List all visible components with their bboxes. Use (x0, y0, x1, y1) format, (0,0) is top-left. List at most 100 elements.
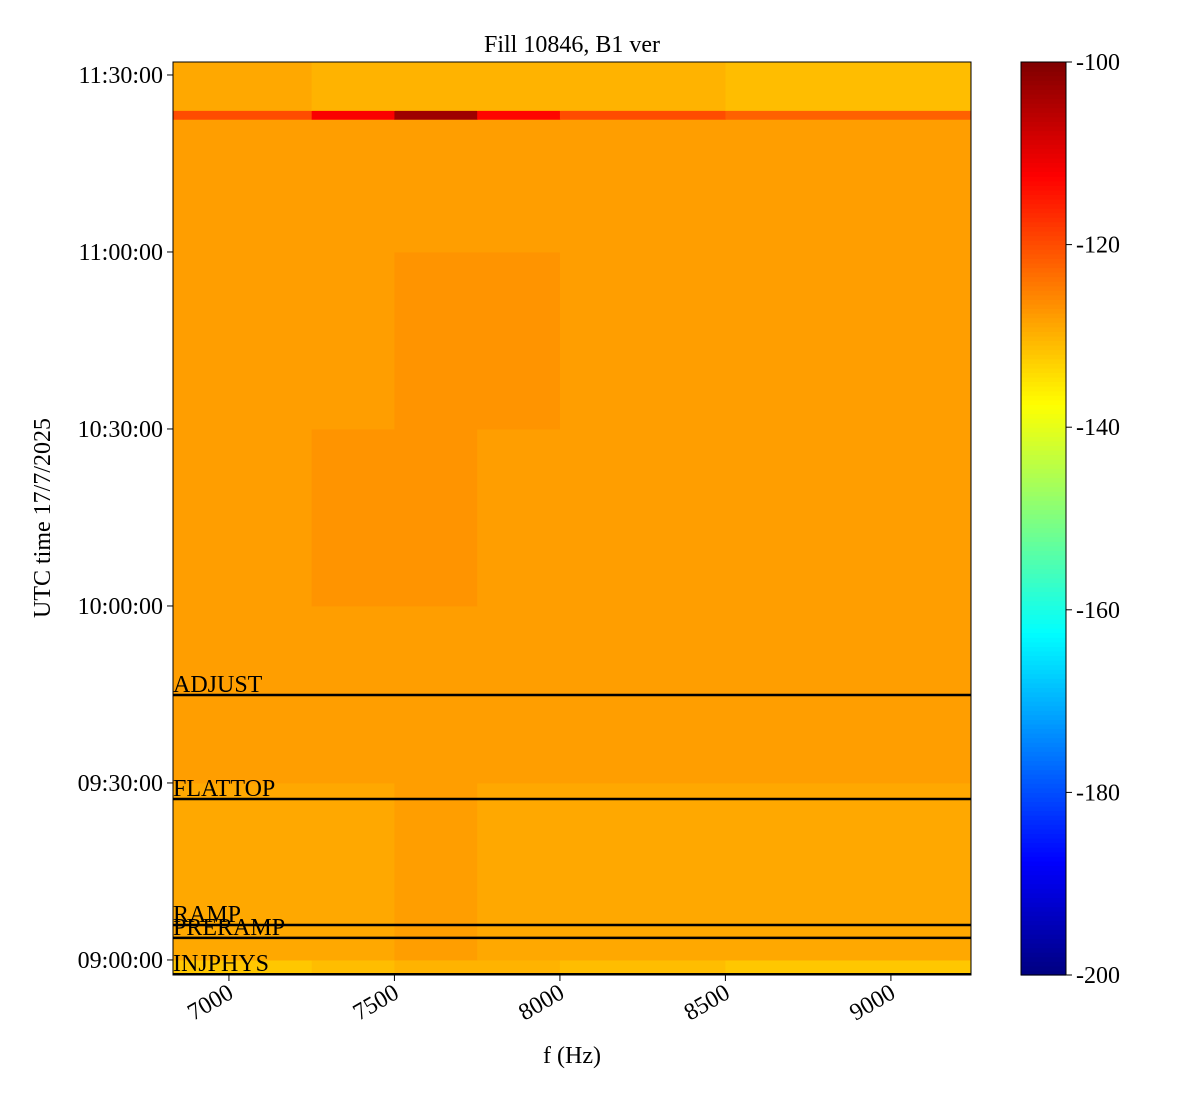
chart-title: Fill 10846, B1 ver (484, 32, 660, 58)
colorbar-swatch (1021, 240, 1066, 246)
colorbar-swatch (1021, 806, 1066, 812)
colorbar-swatch (1021, 965, 1066, 972)
colorbar-swatch (1021, 440, 1066, 447)
heatmap-cell (559, 251, 726, 430)
heatmap-cell (311, 62, 395, 111)
colorbar-swatch (1021, 577, 1066, 584)
colorbar-swatch (1021, 892, 1066, 898)
colorbar-swatch (1021, 166, 1066, 173)
heatmap-cell (559, 110, 726, 120)
colorbar-swatch (1021, 924, 1066, 930)
colorbar-swatch (1021, 545, 1066, 552)
colorbar-swatch (1021, 541, 1066, 547)
colorbar-swatch (1021, 103, 1066, 109)
colorbar-swatch (1021, 413, 1066, 419)
colorbar-swatch (1021, 84, 1066, 90)
colorbar-swatch (1021, 824, 1066, 830)
colorbar-swatch (1021, 180, 1066, 186)
colorbar-swatch (1021, 267, 1066, 273)
annotation-label: FLATTOP (173, 776, 275, 802)
colorbar-swatch (1021, 920, 1066, 926)
colorbar-swatch (1021, 262, 1066, 269)
colorbar-swatch (1021, 331, 1066, 337)
heatmap-cell (559, 119, 726, 253)
colorbar-swatch (1021, 970, 1066, 976)
colorbar-swatch (1021, 418, 1066, 424)
heatmap-cell (173, 62, 313, 111)
heatmap-cell (477, 959, 561, 976)
colorbar-swatch (1021, 879, 1066, 885)
colorbar-swatch (1021, 632, 1066, 638)
colorbar-swatch (1021, 62, 1066, 68)
colorbar-swatch (1021, 431, 1066, 437)
colorbar-swatch (1021, 536, 1066, 542)
colorbar-swatch (1021, 929, 1066, 935)
heatmap-cell (311, 428, 395, 607)
colorbar-tick-label: -160 (1076, 598, 1120, 624)
heatmap-cell (394, 62, 478, 111)
colorbar-swatch (1021, 340, 1066, 346)
colorbar-swatch (1021, 463, 1066, 469)
annotation-label: ADJUST (173, 672, 263, 698)
colorbar-swatch (1021, 774, 1066, 780)
y-tick-label: 09:00:00 (78, 948, 163, 974)
colorbar-swatch (1021, 153, 1066, 159)
colorbar-tick-label: -200 (1076, 963, 1120, 989)
colorbar-swatch (1021, 363, 1066, 369)
colorbar-swatch (1021, 235, 1066, 241)
colorbar-swatch (1021, 678, 1066, 684)
colorbar-swatch (1021, 765, 1066, 771)
heatmap-cell (725, 251, 972, 430)
heatmap-cell (394, 959, 478, 976)
heatmap-cell (725, 428, 972, 607)
colorbar-swatch (1021, 80, 1066, 86)
colorbar-swatch (1021, 495, 1066, 501)
colorbar-swatch (1021, 637, 1066, 643)
heatmap-cell (477, 62, 561, 111)
heatmap-cell (173, 782, 313, 961)
colorbar-swatch (1021, 203, 1066, 209)
colorbar-swatch (1021, 399, 1066, 405)
x-tick-label: 8500 (680, 980, 735, 1027)
heatmap-cell (173, 251, 313, 430)
heatmap-cell (394, 251, 478, 430)
heatmap-cell (559, 959, 726, 976)
colorbar-swatch (1021, 673, 1066, 679)
colorbar-swatch (1021, 116, 1066, 122)
colorbar-swatch (1021, 171, 1066, 177)
colorbar-swatch (1021, 71, 1066, 77)
colorbar-swatch (1021, 796, 1066, 803)
colorbar-swatch (1021, 568, 1066, 574)
colorbar-swatch (1021, 258, 1066, 264)
colorbar-swatch (1021, 883, 1066, 889)
colorbar-swatch (1021, 345, 1066, 351)
heatmap-cell (559, 62, 726, 111)
colorbar-swatch (1021, 404, 1066, 410)
colorbar-swatch (1021, 838, 1066, 844)
colorbar-swatch (1021, 290, 1066, 296)
plot-frame (172, 61, 972, 976)
colorbar-swatch (1021, 500, 1066, 506)
colorbar-swatch (1021, 701, 1066, 707)
colorbar-swatch (1021, 491, 1066, 497)
colorbar-swatch (1021, 125, 1066, 132)
colorbar-swatch (1021, 112, 1066, 118)
colorbar-swatch (1021, 623, 1066, 629)
heatmap-cell (477, 782, 561, 961)
colorbar-swatch (1021, 408, 1066, 415)
colorbar-swatch (1021, 641, 1066, 647)
y-tick-label: 10:00:00 (78, 594, 163, 620)
colorbar-swatch (1021, 308, 1066, 314)
heatmap-cell (559, 782, 726, 961)
heatmap-cell (394, 119, 478, 253)
x-tick-label: 8000 (514, 980, 569, 1027)
colorbar-tick-label: -180 (1076, 780, 1120, 806)
colorbar-swatch (1021, 317, 1066, 323)
colorbar-swatch (1021, 445, 1066, 451)
colorbar-swatch (1021, 527, 1066, 533)
colorbar-swatch (1021, 212, 1066, 218)
heatmap-cell (725, 782, 972, 961)
colorbar-swatch (1021, 783, 1066, 789)
y-axis-label: UTC time 17/7/2025 (30, 418, 56, 618)
colorbar-swatch (1021, 189, 1066, 195)
